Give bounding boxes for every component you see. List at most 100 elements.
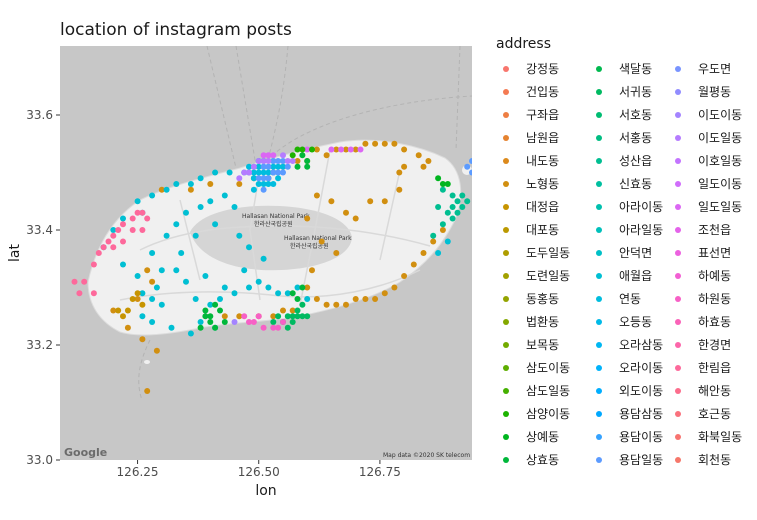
data-point [250, 169, 257, 176]
data-point [469, 169, 472, 176]
data-point [352, 296, 359, 302]
data-point [231, 290, 238, 297]
data-point [270, 169, 277, 176]
legend-label: 화북일동 [698, 430, 742, 444]
data-point [265, 163, 272, 170]
islet [144, 360, 150, 364]
data-point [207, 181, 214, 187]
road [299, 149, 331, 306]
data-point [197, 324, 204, 331]
data-point [139, 227, 146, 233]
data-point [304, 313, 311, 320]
data-point [372, 140, 379, 147]
data-point [284, 163, 291, 170]
data-point [294, 146, 301, 153]
data-point [197, 175, 204, 182]
data-point [212, 324, 219, 331]
data-point [250, 163, 257, 170]
data-point [464, 163, 471, 170]
data-point [134, 296, 141, 302]
data-point [149, 192, 156, 199]
legend-key [596, 112, 602, 118]
data-point [207, 301, 214, 308]
data-point [304, 146, 311, 153]
data-point [391, 284, 398, 291]
data-point [289, 152, 296, 159]
ferry-route [138, 339, 151, 401]
points-layer [71, 140, 472, 394]
data-point [309, 267, 315, 274]
legend-label: 하원동 [698, 292, 731, 306]
data-point [250, 186, 257, 193]
data-point [299, 301, 306, 308]
data-point [221, 284, 228, 291]
data-point [173, 267, 180, 274]
legend: 강정동건입동구좌읍남원읍내도동노형동대정읍대포동도두일동도련일동동홍동법환동보목… [503, 62, 742, 467]
y-tick-label: 33.0 [26, 453, 53, 467]
legend-key [503, 388, 509, 394]
legend-key [596, 296, 602, 302]
data-point [221, 313, 228, 320]
data-point [275, 169, 282, 176]
legend-key [596, 158, 602, 164]
data-point [246, 244, 252, 251]
data-point [134, 198, 141, 205]
map-credit: Map data ©2020 SK telecom [383, 452, 470, 459]
data-point [110, 244, 117, 251]
data-point [343, 301, 349, 308]
road [379, 169, 401, 261]
legend-key [675, 434, 681, 440]
data-point [173, 221, 180, 228]
legend-key [503, 227, 509, 233]
legend-label: 삼도이동 [526, 361, 570, 375]
data-point [294, 313, 301, 320]
data-point [396, 169, 403, 176]
data-point [158, 301, 165, 308]
data-point [289, 319, 296, 325]
data-point [304, 284, 311, 291]
y-tick-label: 33.2 [26, 338, 53, 352]
data-point [343, 146, 349, 153]
data-point [212, 221, 219, 228]
data-point [289, 313, 296, 320]
data-point [158, 267, 165, 274]
data-point [105, 238, 112, 245]
legend-label: 구좌읍 [526, 108, 559, 122]
data-point [284, 324, 291, 331]
data-point [304, 163, 311, 170]
data-point [207, 198, 214, 205]
legend-label: 대포동 [526, 223, 559, 237]
legend-key [675, 227, 681, 233]
data-point [144, 267, 151, 274]
data-point [139, 301, 146, 308]
x-tick-label: 126.75 [359, 465, 401, 479]
data-point [265, 152, 272, 159]
data-point [260, 255, 267, 262]
data-point [226, 169, 233, 176]
data-point [367, 198, 374, 205]
data-point [241, 169, 248, 176]
data-point [362, 296, 369, 302]
data-point [255, 175, 262, 182]
data-point [294, 163, 301, 170]
data-point [304, 215, 311, 222]
data-point [192, 232, 199, 239]
legend-key [596, 227, 602, 233]
data-point [299, 152, 306, 159]
legend-label: 도두일동 [526, 246, 570, 260]
legend-label: 색달동 [619, 62, 652, 76]
legend-label: 아라이동 [619, 200, 663, 214]
data-point [444, 238, 451, 245]
data-point [289, 158, 296, 164]
axes: 126.25 126.50 126.75 33.0 33.2 33.4 33.6 [26, 108, 401, 479]
map-background: Hallasan National Park Hallasan National… [60, 46, 472, 460]
legend-label: 이도일동 [698, 131, 742, 145]
data-point [420, 163, 427, 170]
data-point [444, 209, 451, 216]
legend-label: 이호일동 [698, 154, 742, 168]
data-point [381, 140, 388, 147]
legend-key [596, 365, 602, 371]
y-tick-label: 33.4 [26, 223, 53, 237]
data-point [435, 175, 442, 182]
data-point [255, 181, 262, 187]
